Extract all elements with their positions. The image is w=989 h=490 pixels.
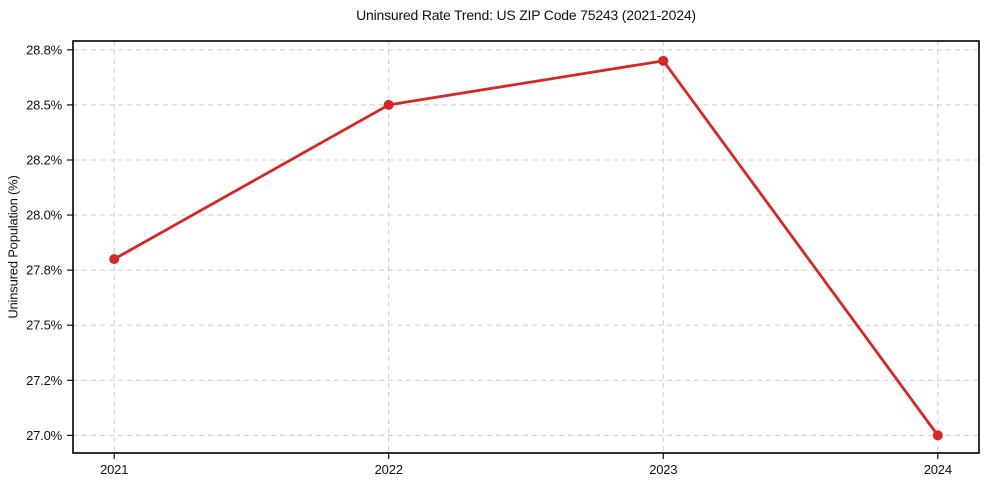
y-tick-label: 27.2% <box>26 373 63 388</box>
x-tick-label: 2023 <box>649 462 677 477</box>
data-point-2022 <box>383 99 394 110</box>
y-tick-label: 28.5% <box>26 97 63 112</box>
data-point-2023 <box>658 55 669 66</box>
y-tick-label: 28.8% <box>26 42 63 57</box>
trend-line <box>112 59 940 437</box>
x-tick-label: 2022 <box>375 462 403 477</box>
chart-title: Uninsured Rate Trend: US ZIP Code 75243 … <box>356 7 696 23</box>
data-point-2021 <box>109 254 120 265</box>
data-point-2024 <box>932 430 943 441</box>
y-tick-label: 27.8% <box>26 263 63 278</box>
y-tick-label: 28.0% <box>26 208 63 223</box>
x-tick-label: 2021 <box>100 462 128 477</box>
x-tick-label: 2024 <box>924 462 952 477</box>
axes-border <box>72 40 980 454</box>
y-tick-label: 27.0% <box>26 428 63 443</box>
y-tick-label: 28.2% <box>26 152 63 167</box>
y-tick-label: 27.5% <box>26 318 63 333</box>
